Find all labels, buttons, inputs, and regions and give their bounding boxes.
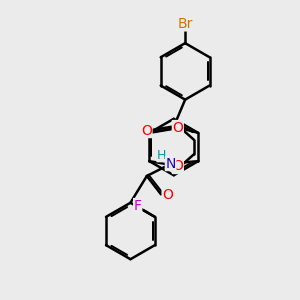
Text: O: O: [162, 188, 173, 202]
Text: O: O: [172, 121, 183, 135]
Text: O: O: [172, 160, 183, 173]
Text: F: F: [134, 199, 142, 213]
Text: O: O: [141, 124, 152, 137]
Text: Br: Br: [178, 17, 193, 31]
Text: H: H: [157, 149, 166, 162]
Text: N: N: [165, 157, 176, 170]
